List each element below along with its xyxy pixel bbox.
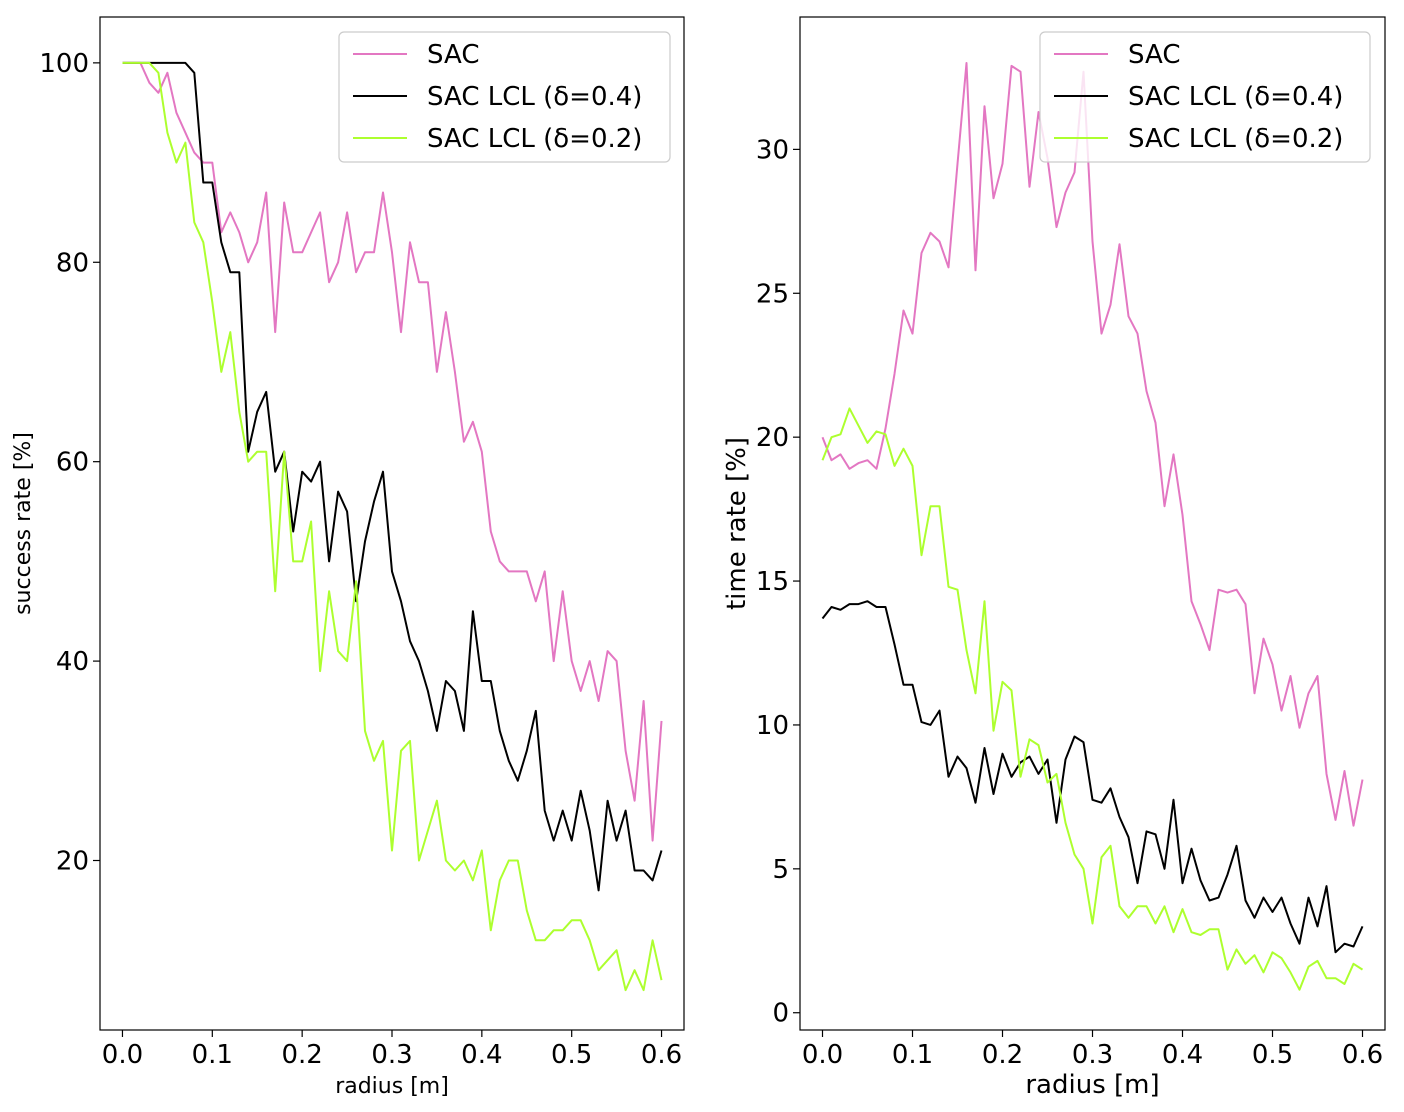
y-tick-label: 60 bbox=[56, 448, 89, 478]
legend-label-sac-lcl-delta-0-2: SAC LCL (δ=0.2) bbox=[427, 124, 642, 154]
x-tick-label: 0.1 bbox=[892, 1040, 933, 1070]
y-tick-label: 5 bbox=[772, 855, 789, 885]
y-tick-label: 100 bbox=[39, 49, 89, 79]
success-rate-chart: 0.0 0.1 0.2 0.3 0.4 0.5 0.6 20 40 60 80 100 radius [… bbox=[11, 16, 685, 1099]
legend: SAC SAC LCL (δ=0.4) SAC LCL (δ=0.2) bbox=[338, 31, 671, 163]
legend-label-sac-lcl-delta-0-2: SAC LCL (δ=0.2) bbox=[1128, 124, 1343, 154]
legend-label-sac-lcl-delta-0-4: SAC LCL (δ=0.4) bbox=[1128, 82, 1343, 112]
x-tick-label: 0.4 bbox=[1162, 1040, 1203, 1070]
y-axis-label: time rate [%] bbox=[722, 437, 752, 610]
legend-label-sac: SAC bbox=[427, 40, 479, 70]
time-rate-chart: 0.0 0.1 0.2 0.3 0.4 0.5 0.6 0 5 10 15 20 25 30 radius … bbox=[722, 16, 1386, 1100]
x-tick-label: 0.3 bbox=[1072, 1040, 1113, 1070]
x-tick-label: 0.1 bbox=[192, 1040, 233, 1070]
series-line-sac bbox=[122, 61, 663, 842]
legend-label-sac-lcl-delta-0-4: SAC LCL (δ=0.4) bbox=[427, 82, 642, 112]
x-tick-label: 0.2 bbox=[281, 1040, 322, 1070]
legend-frame bbox=[1039, 31, 1371, 163]
legend-label-sac: SAC bbox=[1128, 40, 1180, 70]
x-tick-label: 0.6 bbox=[1342, 1040, 1383, 1070]
x-tick-label: 0.0 bbox=[102, 1040, 143, 1070]
x-tick-label: 0.4 bbox=[461, 1040, 502, 1070]
x-tick-label: 0.5 bbox=[551, 1040, 592, 1070]
series-line-sac-lcl-delta-0-2 bbox=[821, 407, 1364, 991]
y-tick-label: 20 bbox=[756, 423, 789, 453]
series-line-sac-lcl-delta-0-4 bbox=[821, 600, 1364, 954]
series-line-sac-lcl-delta-0-4 bbox=[122, 61, 663, 892]
legend-frame bbox=[338, 31, 671, 163]
y-tick-label: 25 bbox=[756, 279, 789, 309]
x-axis-label: radius [m] bbox=[1025, 1070, 1159, 1100]
y-tick-label: 20 bbox=[56, 847, 89, 877]
y-tick-label: 80 bbox=[56, 248, 89, 278]
legend: SAC SAC LCL (δ=0.4) SAC LCL (δ=0.2) bbox=[1039, 31, 1371, 163]
y-tick-label: 0 bbox=[772, 999, 789, 1029]
x-axis-label: radius [m] bbox=[335, 1074, 449, 1099]
x-tick-label: 0.0 bbox=[802, 1040, 843, 1070]
x-tick-label: 0.6 bbox=[641, 1040, 682, 1070]
plot-area-frame bbox=[799, 16, 1386, 1031]
y-tick-label: 15 bbox=[756, 567, 789, 597]
y-axis-label: success rate [%] bbox=[11, 432, 36, 615]
series-line-sac bbox=[821, 62, 1364, 827]
y-tick-label: 30 bbox=[756, 135, 789, 165]
series-line-sac-lcl-delta-0-2 bbox=[122, 61, 663, 992]
x-tick-label: 0.5 bbox=[1252, 1040, 1293, 1070]
x-tick-label: 0.3 bbox=[371, 1040, 412, 1070]
y-tick-label: 40 bbox=[56, 647, 89, 677]
y-tick-label: 10 bbox=[756, 711, 789, 741]
x-tick-label: 0.2 bbox=[982, 1040, 1023, 1070]
